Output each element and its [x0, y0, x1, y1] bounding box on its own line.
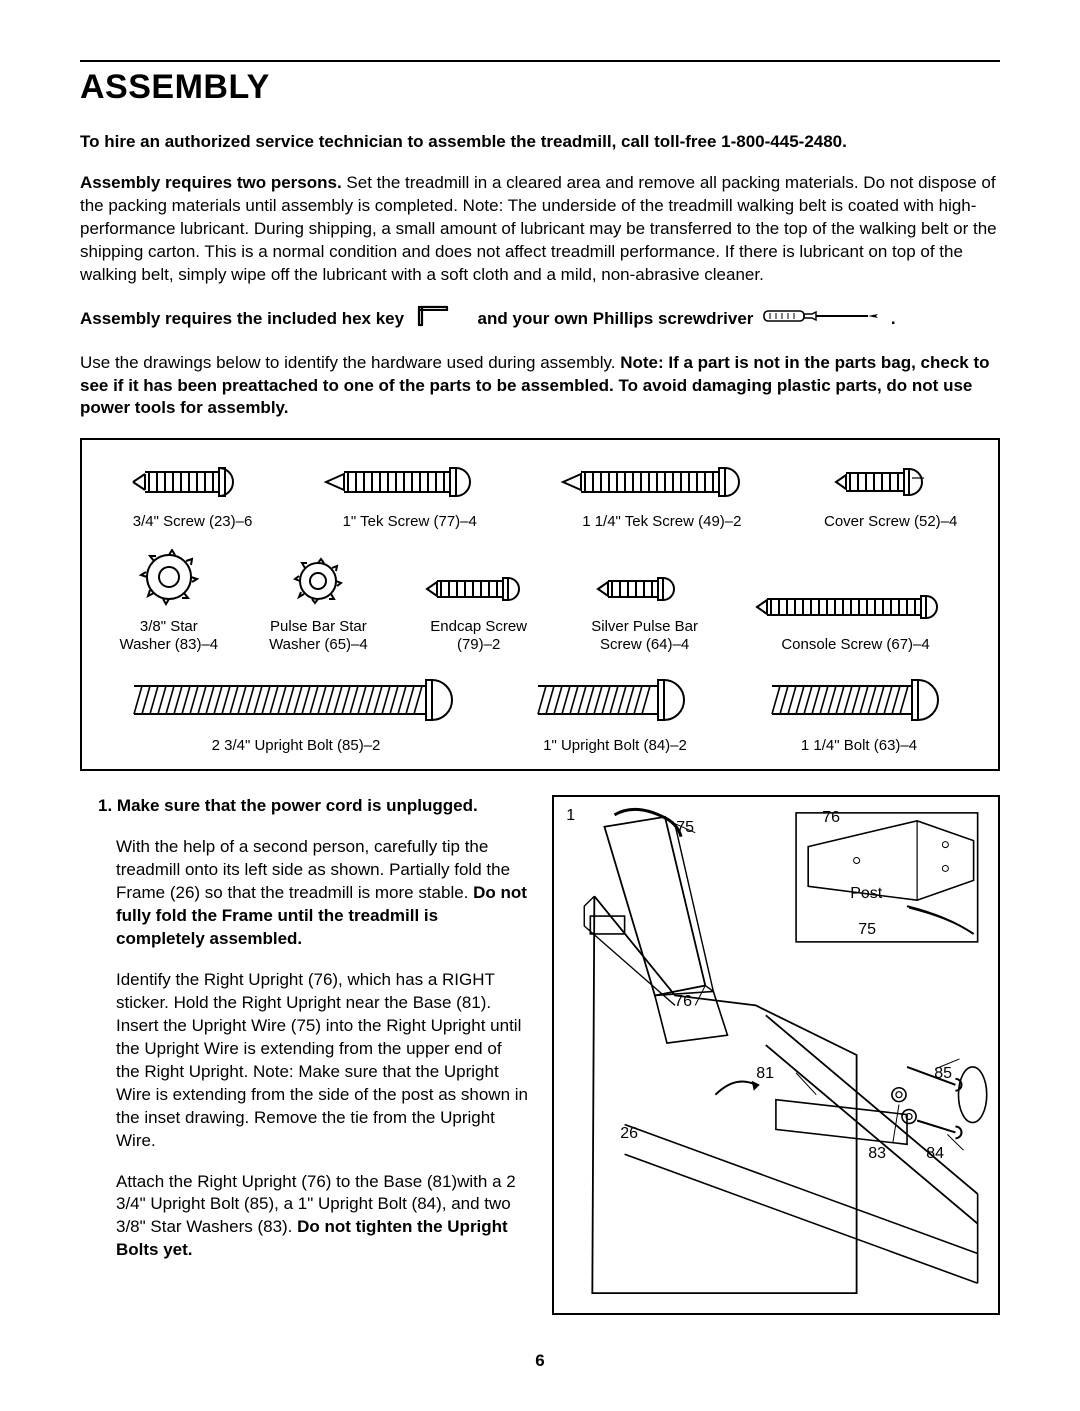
- diag-label-84: 84: [926, 1145, 944, 1163]
- step-1-p3: Identify the Right Upright (76), which h…: [98, 969, 528, 1153]
- hw-label: 1" Upright Bolt (84)–2: [530, 737, 700, 755]
- hw-item-star-83: 3/8" Star Washer (83)–4: [119, 549, 218, 654]
- page-number: 6: [80, 1351, 1000, 1371]
- hw-item-cover-52: Cover Screw (52)–4: [824, 460, 957, 531]
- tools-suffix: .: [891, 309, 896, 328]
- hw-label-l1: Console Screw (67)–4: [751, 636, 961, 654]
- hw-item-star-65: Pulse Bar Star Washer (65)–4: [269, 555, 368, 654]
- tools-mid: and your own Phillips screwdriver: [478, 309, 754, 328]
- page-title: ASSEMBLY: [80, 68, 1000, 107]
- diag-label-76b: 76: [674, 993, 692, 1011]
- hw-item-console-67: Console Screw (67)–4: [751, 587, 961, 654]
- screwdriver-icon: [762, 307, 882, 332]
- hw-item-bolt-84: 1" Upright Bolt (84)–2: [530, 672, 700, 755]
- hw-label: 1 1/4" Bolt (63)–4: [764, 737, 954, 755]
- hardware-row-2: 3/8" Star Washer (83)–4 Pulse Bar Star W…: [94, 549, 986, 654]
- intro-para-1-bold: Assembly requires two persons.: [80, 173, 342, 192]
- diag-label-75b: 75: [858, 921, 876, 939]
- hw-label: 2 3/4" Upright Bolt (85)–2: [126, 737, 466, 755]
- diag-label-75a: 75: [676, 819, 694, 837]
- hw-label-l1: Endcap Screw: [419, 618, 539, 636]
- hw-label: 1 1/4" Tek Screw (49)–2: [557, 513, 767, 531]
- step-number: 1.: [98, 796, 112, 815]
- drawings-lead: Use the drawings below to identify the h…: [80, 353, 620, 372]
- step-1-head: Make sure that the power cord is unplugg…: [117, 796, 478, 815]
- step-1-text: 1. Make sure that the power cord is unpl…: [80, 795, 528, 1315]
- diag-label-81: 81: [756, 1065, 774, 1083]
- hw-item-silver-64: Silver Pulse Bar Screw (64)–4: [590, 569, 700, 654]
- hw-label-l1: 3/8" Star: [119, 618, 218, 636]
- diag-label-1: 1: [566, 807, 575, 825]
- diag-label-76a: 76: [822, 809, 840, 827]
- hw-label-l2: Washer (65)–4: [269, 636, 368, 654]
- hw-label-l2: Washer (83)–4: [119, 636, 218, 654]
- hw-label: Cover Screw (52)–4: [824, 513, 957, 531]
- hw-label: 3/4" Screw (23)–6: [123, 513, 263, 531]
- diag-label-post: Post: [850, 885, 882, 903]
- step-1-p2a: With the help of a second person, carefu…: [116, 837, 510, 902]
- hw-label-l2: Screw (64)–4: [590, 636, 700, 654]
- hw-label-l1: Pulse Bar Star: [269, 618, 368, 636]
- hw-item-tek-49: 1 1/4" Tek Screw (49)–2: [557, 460, 767, 531]
- diag-label-83: 83: [868, 1145, 886, 1163]
- hardware-row-1: 3/4" Screw (23)–6 1" Tek Screw: [94, 460, 986, 531]
- tools-prefix: Assembly requires the included hex key: [80, 309, 404, 328]
- step-1: 1. Make sure that the power cord is unpl…: [80, 795, 1000, 1315]
- hardware-box: 3/4" Screw (23)–6 1" Tek Screw: [80, 438, 1000, 771]
- hw-item-tek-77: 1" Tek Screw (77)–4: [320, 460, 500, 531]
- hardware-row-3: 2 3/4" Upright Bolt (85)–2 1" Upright Bo…: [94, 672, 986, 755]
- hw-item-screw-23: 3/4" Screw (23)–6: [123, 460, 263, 531]
- intro-para-1: Assembly requires two persons. Set the t…: [80, 172, 1000, 287]
- top-rule: [80, 60, 1000, 62]
- tools-line: Assembly requires the included hex key a…: [80, 305, 1000, 334]
- hw-item-bolt-63: 1 1/4" Bolt (63)–4: [764, 672, 954, 755]
- drawings-para: Use the drawings below to identify the h…: [80, 352, 1000, 421]
- hire-line: To hire an authorized service technician…: [80, 131, 1000, 154]
- hw-label-l2: (79)–2: [419, 636, 539, 654]
- hw-item-endcap-79: Endcap Screw (79)–2: [419, 569, 539, 654]
- diag-label-26: 26: [620, 1125, 638, 1143]
- hw-label: 1" Tek Screw (77)–4: [320, 513, 500, 531]
- diag-label-85: 85: [934, 1065, 952, 1083]
- hex-key-icon: [413, 305, 469, 334]
- page: ASSEMBLY To hire an authorized service t…: [0, 0, 1080, 1411]
- assembly-diagram-svg: [554, 797, 998, 1313]
- hw-item-bolt-85: 2 3/4" Upright Bolt (85)–2: [126, 672, 466, 755]
- step-1-diagram: 1 75 76 Post 75 76 81 85 26 83 84: [552, 795, 1000, 1315]
- hw-label-l1: Silver Pulse Bar: [590, 618, 700, 636]
